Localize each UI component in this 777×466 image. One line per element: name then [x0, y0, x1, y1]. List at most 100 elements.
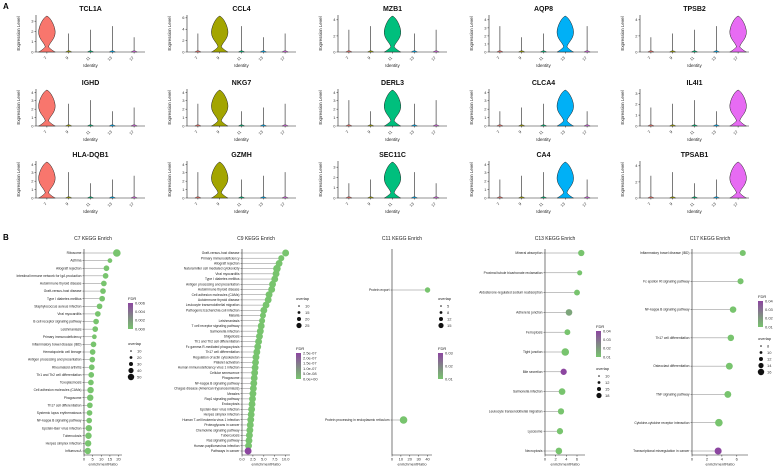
x-tick-label: 13 — [559, 129, 566, 136]
x-tick-label: 7 — [344, 201, 350, 207]
violin-base — [237, 124, 246, 127]
fdr-colorbar — [438, 353, 443, 379]
kegg-title: C13 KEGG Enrich — [535, 236, 576, 242]
violin-base — [712, 196, 720, 199]
term-dot — [86, 417, 93, 424]
fdr-colorbar — [596, 331, 601, 357]
overlap-tick-label: 18 — [605, 393, 610, 398]
overlap-tick-label: 15 — [305, 310, 310, 315]
violin-base — [647, 196, 655, 199]
term-label: Epstein-Barr virus infection — [200, 407, 240, 411]
term-dot — [102, 273, 109, 279]
violin-base — [518, 124, 526, 127]
y-tick-label: 1 — [333, 185, 336, 190]
term-label: Ribosome — [67, 251, 82, 255]
y-tick-label: 4 — [484, 90, 487, 95]
overlap-tick-label: 10 — [137, 348, 142, 353]
term-label: Asthma — [70, 259, 81, 263]
x-tick-label: 13 — [559, 201, 566, 208]
y-tick-label: 3 — [484, 170, 487, 175]
term-label: Toxoplasmosis — [60, 381, 82, 385]
x-tick-label: 17 — [581, 129, 588, 136]
term-label: T cell receptor signaling pathway — [192, 324, 240, 328]
violin-base — [259, 124, 267, 127]
term-dot — [424, 287, 431, 293]
x-tick-label: 11 — [387, 55, 394, 62]
gene-title: HLA-DQB1 — [72, 152, 108, 159]
y-tick-label: 3 — [182, 98, 185, 103]
x-tick-label: 9 — [517, 129, 523, 135]
x-tick-label: 17 — [128, 129, 135, 136]
term-dot — [578, 249, 585, 257]
gene-title: TPSB2 — [683, 6, 706, 13]
y-axis-title: Expression Level — [318, 162, 323, 196]
violin-panel-il4i1: IL4I1 0 1 2 3 Expression Level 7 9 11 13 17 Identit… — [620, 80, 749, 142]
x-tick-label: 13 — [408, 129, 415, 136]
term-label: Th17 cell differentiation — [47, 403, 81, 407]
term-dot — [85, 424, 93, 432]
fdr-colorbar — [128, 303, 133, 329]
term-dot — [251, 369, 259, 377]
x-tick-label: 7 — [42, 201, 48, 207]
term-label: Tight junction — [523, 350, 543, 354]
overlap-tick-label: 12 — [605, 380, 610, 385]
term-dot — [560, 368, 567, 375]
fdr-colorbar — [758, 301, 763, 327]
y-tick-label: 3 — [333, 165, 336, 170]
violin-panel-tpsb2: TPSB2 0 2 4 Expression Level 7 9 11 13 17 Identity — [620, 6, 749, 68]
term-label: Rap1 signaling pathway — [204, 397, 239, 401]
x-axis-title: Identity — [536, 137, 551, 142]
term-dot — [250, 379, 258, 387]
term-label: Hematopoietic cell lineage — [43, 350, 82, 354]
x-axis-title: enrichmentRatio — [251, 462, 281, 466]
y-tick-label: 0 — [484, 123, 487, 128]
violin-shape — [38, 89, 56, 127]
overlap-legend-title: overlap — [758, 336, 772, 341]
overlap-tick-label: 40 — [137, 368, 142, 373]
term-label: Systemic lupus erythematosus — [37, 411, 82, 415]
overlap-legend-dot — [757, 368, 765, 376]
x-tick-label: 11 — [85, 201, 92, 208]
x-tick-label: 17 — [732, 201, 739, 208]
y-axis-title: Expression Level — [469, 162, 474, 196]
overlap-legend-dot — [597, 381, 601, 384]
y-tick-label: 2 — [31, 29, 34, 34]
x-tick-label: 11 — [236, 55, 243, 62]
term-dot — [264, 296, 272, 304]
x-tick-label: 20 — [116, 457, 121, 462]
violin-base — [669, 50, 677, 53]
term-label: Th1 and Th2 cell differentiation — [36, 373, 81, 377]
violin-base — [539, 50, 548, 53]
term-dot — [87, 402, 93, 409]
term-label: Proximal tubule bicarbonate reclamation — [484, 271, 543, 275]
x-tick-label: 13 — [710, 55, 717, 62]
violin-base — [108, 124, 116, 127]
violin-base — [281, 196, 289, 199]
x-tick-label: 7 — [193, 55, 199, 61]
x-tick-label: 20 — [408, 457, 413, 462]
x-tick-label: 13 — [106, 129, 113, 136]
x-tick-label: 17 — [279, 201, 286, 208]
x-tick-label: 9 — [215, 129, 221, 135]
y-tick-label: 0 — [182, 123, 185, 128]
x-tick-label: 13 — [257, 55, 264, 62]
term-dot — [93, 318, 99, 325]
term-dot — [88, 379, 94, 386]
x-tick-label: 7 — [193, 129, 199, 135]
violin-base — [367, 196, 375, 199]
fdr-tick-label: 0.02 — [603, 346, 612, 351]
y-axis-title: Expression Level — [16, 90, 21, 124]
term-dot — [245, 437, 253, 445]
y-tick-label: 2 — [31, 107, 34, 112]
y-tick-label: 3 — [31, 19, 34, 24]
x-tick-label: 13 — [559, 55, 566, 62]
y-tick-label: 0 — [635, 49, 638, 54]
term-dot — [90, 341, 97, 348]
term-dot — [739, 249, 746, 257]
term-dot — [246, 426, 254, 434]
violin-panel-ca4: CA4 0 1 2 3 4 Expression Level 7 9 11 13 17 Identity — [469, 152, 598, 214]
overlap-legend-dot — [439, 317, 443, 321]
